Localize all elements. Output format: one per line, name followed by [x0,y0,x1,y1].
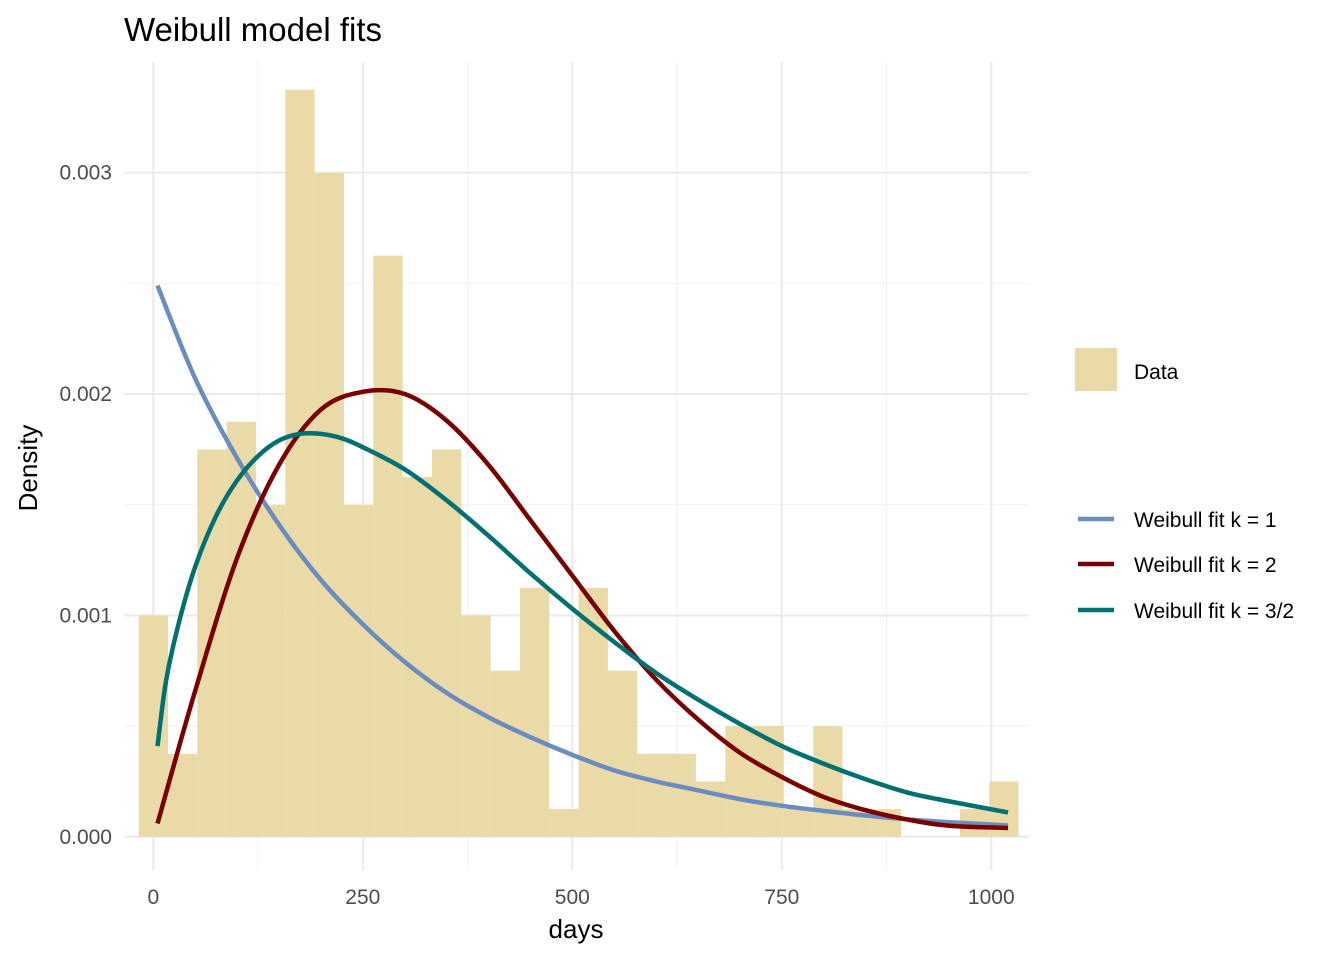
histogram-bar [549,809,579,837]
histogram-bar [197,449,227,837]
legend-label: Weibull fit k = 2 [1134,554,1277,577]
y-tick-label: 0.001 [59,604,112,627]
y-tick-label: 0.002 [59,383,112,406]
histogram-bar [431,449,462,837]
histogram-bar [285,89,315,837]
histogram-bar [813,726,843,837]
series-line [155,284,1009,828]
series-line [155,387,1009,831]
histogram-bar [490,670,520,837]
histogram-bar [578,587,608,837]
histogram-bar [637,753,667,837]
x-tick-label: 750 [764,886,799,909]
tick-labels: 0 250 500 750 1000 0.000 0.001 0.002 0.003 [59,162,1014,909]
y-tick-label: 0.000 [59,826,112,849]
y-tick-label: 0.003 [59,162,112,185]
x-tick-label: 500 [555,886,590,909]
legend: Data Weibull fit k = 1 Weibull fit k = 2 We… [1075,348,1294,623]
legend-label: Weibull fit k = 3/2 [1134,600,1294,623]
histogram-bar [666,753,696,837]
histogram-bar [461,615,491,837]
histogram-bar [402,477,432,837]
histogram-bar [373,255,403,837]
histogram-bar [343,504,374,837]
legend-key-data [1075,348,1117,391]
histogram-bar [314,172,344,837]
histogram-bar [255,504,286,837]
y-axis-title: Density [13,425,43,512]
series-line [155,430,1009,815]
x-tick-label: 1000 [968,886,1015,909]
chart-title: Weibull model fits [124,11,382,48]
histogram-bar [519,587,550,837]
x-tick-label: 250 [345,886,380,909]
legend-label: Weibull fit k = 1 [1134,509,1277,532]
histogram-bar [783,809,814,837]
histogram-bars [138,89,1019,837]
x-tick-label: 0 [147,886,159,909]
histogram-bar [607,670,638,837]
fit-lines [155,284,1009,831]
legend-label-data: Data [1134,361,1179,384]
x-axis-title: days [549,914,604,944]
